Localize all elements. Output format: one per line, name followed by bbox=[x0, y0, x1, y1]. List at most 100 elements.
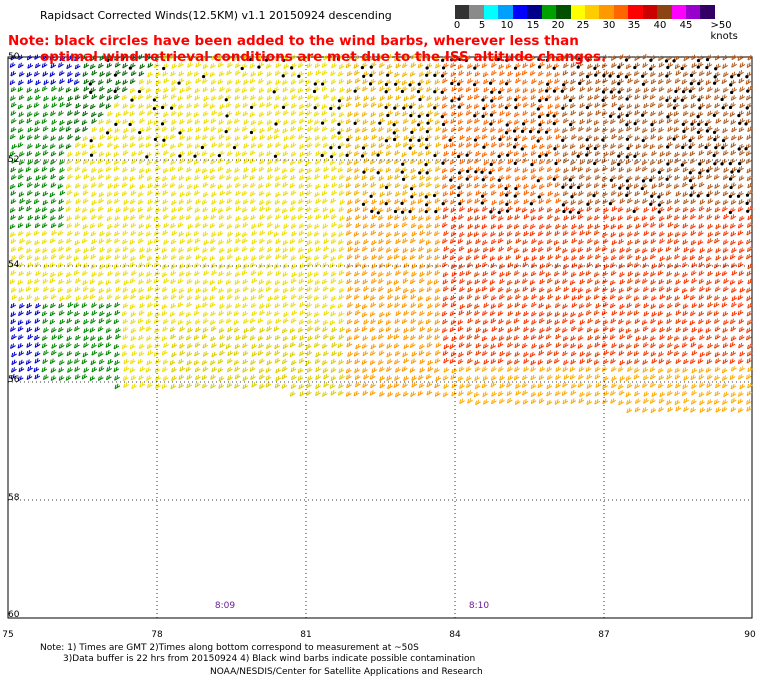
colorbar-swatch bbox=[498, 5, 513, 19]
contamination-marker bbox=[392, 131, 396, 135]
wind-barb bbox=[394, 198, 400, 205]
wind-barb bbox=[275, 191, 281, 198]
wind-barb bbox=[83, 319, 89, 325]
contamination-marker bbox=[466, 169, 470, 173]
wind-barb bbox=[330, 126, 336, 133]
wind-barb bbox=[706, 214, 713, 220]
contamination-marker bbox=[240, 66, 244, 71]
wind-barb bbox=[609, 302, 616, 309]
wind-barb bbox=[105, 279, 112, 286]
wind-barb bbox=[322, 142, 329, 148]
wind-barb bbox=[290, 151, 297, 157]
wind-barb bbox=[730, 149, 737, 156]
wind-barb bbox=[577, 263, 584, 269]
wind-barb bbox=[171, 214, 177, 221]
wind-barb bbox=[418, 287, 425, 293]
contamination-marker bbox=[536, 130, 541, 134]
wind-barb bbox=[666, 78, 672, 84]
wind-barb bbox=[515, 310, 522, 317]
wind-barb bbox=[306, 167, 313, 174]
wind-barb bbox=[266, 214, 273, 221]
wind-barb bbox=[385, 231, 392, 238]
contamination-marker bbox=[586, 58, 590, 62]
contamination-marker bbox=[537, 65, 542, 69]
wind-barb bbox=[419, 271, 425, 277]
wind-barb bbox=[50, 349, 57, 356]
wind-barb bbox=[482, 327, 489, 334]
wind-barb bbox=[41, 214, 48, 220]
wind-barb bbox=[234, 287, 241, 294]
wind-barb bbox=[491, 142, 497, 148]
contamination-marker bbox=[386, 73, 390, 77]
contamination-marker bbox=[617, 82, 621, 86]
contamination-marker bbox=[585, 75, 590, 79]
wind-barb bbox=[154, 150, 161, 157]
wind-barb bbox=[522, 223, 529, 230]
wind-barb bbox=[482, 270, 489, 277]
wind-barb bbox=[267, 270, 273, 277]
wind-barb bbox=[202, 206, 209, 213]
wind-barb bbox=[234, 271, 241, 278]
wind-barb bbox=[9, 231, 16, 238]
wind-barb bbox=[370, 318, 376, 325]
wind-barb bbox=[643, 207, 650, 213]
wind-barb bbox=[401, 294, 408, 300]
wind-barb bbox=[481, 254, 488, 260]
wind-barb bbox=[385, 319, 392, 326]
colorbar-swatch bbox=[570, 5, 585, 19]
wind-barb bbox=[289, 166, 296, 173]
wind-barb bbox=[10, 343, 16, 349]
wind-barb bbox=[65, 342, 72, 348]
wind-barb bbox=[434, 391, 441, 397]
wind-barb bbox=[113, 366, 120, 373]
wind-barb bbox=[657, 270, 664, 276]
wind-barb bbox=[411, 231, 418, 237]
wind-barb bbox=[370, 182, 377, 188]
wind-barb bbox=[602, 270, 609, 277]
contamination-marker bbox=[153, 137, 158, 142]
wind-barb bbox=[681, 134, 688, 140]
wind-barb bbox=[10, 198, 17, 205]
wind-barb bbox=[489, 310, 496, 317]
wind-barb bbox=[66, 261, 73, 268]
wind-barb bbox=[642, 294, 649, 301]
wind-barb bbox=[97, 167, 104, 174]
wind-barb bbox=[59, 159, 65, 165]
wind-barb bbox=[330, 375, 337, 382]
wind-barb bbox=[161, 271, 168, 278]
wind-barb bbox=[299, 309, 306, 316]
contamination-marker bbox=[609, 90, 613, 94]
wind-barb bbox=[354, 174, 360, 181]
wind-barb bbox=[227, 350, 234, 357]
wind-barb bbox=[394, 167, 401, 173]
contamination-marker bbox=[465, 177, 469, 181]
wind-barb bbox=[610, 358, 616, 364]
wind-barb bbox=[353, 159, 360, 165]
wind-barb bbox=[74, 166, 81, 172]
wind-barb bbox=[683, 278, 690, 285]
wind-barb bbox=[129, 247, 136, 254]
wind-barb bbox=[530, 190, 536, 197]
wind-barb bbox=[410, 237, 416, 244]
contamination-marker bbox=[625, 123, 629, 127]
wind-barb bbox=[353, 63, 360, 69]
wind-barb bbox=[346, 78, 353, 85]
wind-barb bbox=[170, 270, 177, 276]
wind-barb bbox=[401, 79, 408, 86]
wind-barb bbox=[186, 343, 193, 349]
wind-barb bbox=[721, 78, 728, 85]
wind-barb bbox=[723, 213, 729, 220]
wind-barb bbox=[234, 94, 241, 101]
wind-barb bbox=[698, 318, 704, 325]
wind-barb bbox=[154, 158, 160, 165]
contamination-marker bbox=[704, 145, 708, 150]
wind-barb bbox=[650, 279, 657, 285]
wind-barb bbox=[26, 71, 33, 78]
wind-barb bbox=[219, 303, 225, 309]
wind-barb bbox=[75, 103, 81, 109]
wind-barb bbox=[714, 366, 721, 373]
wind-barb bbox=[155, 87, 162, 94]
wind-barb bbox=[475, 190, 482, 196]
wind-barb bbox=[299, 174, 305, 181]
wind-barb bbox=[91, 366, 98, 373]
